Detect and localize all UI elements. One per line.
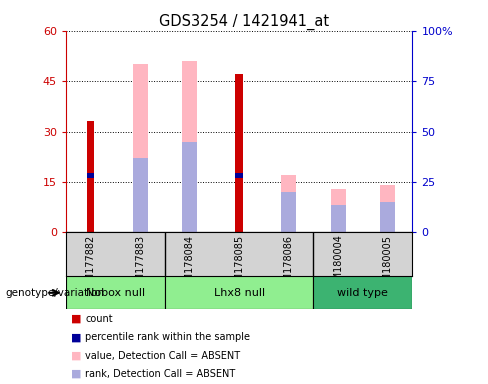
Text: GSM178086: GSM178086 xyxy=(284,235,294,293)
Bar xyxy=(380,202,395,232)
Bar xyxy=(87,121,94,232)
Bar xyxy=(235,173,243,178)
Text: wild type: wild type xyxy=(337,288,388,298)
FancyBboxPatch shape xyxy=(66,276,165,309)
Bar xyxy=(331,205,346,232)
Bar xyxy=(235,74,243,232)
Text: Nobox null: Nobox null xyxy=(86,288,145,298)
FancyBboxPatch shape xyxy=(165,276,313,309)
Text: ■: ■ xyxy=(71,369,81,379)
Text: Lhx8 null: Lhx8 null xyxy=(214,288,264,298)
Text: GSM177882: GSM177882 xyxy=(85,235,96,294)
Text: ■: ■ xyxy=(71,332,81,342)
Text: GDS3254 / 1421941_at: GDS3254 / 1421941_at xyxy=(159,13,329,30)
Bar xyxy=(87,173,94,178)
FancyBboxPatch shape xyxy=(313,276,412,309)
Text: value, Detection Call = ABSENT: value, Detection Call = ABSENT xyxy=(85,351,241,361)
Bar xyxy=(133,158,147,232)
Bar xyxy=(380,185,395,232)
Text: genotype/variation: genotype/variation xyxy=(5,288,104,298)
Bar xyxy=(331,189,346,232)
Bar xyxy=(281,175,296,232)
Text: ■: ■ xyxy=(71,351,81,361)
Bar xyxy=(182,142,197,232)
Text: percentile rank within the sample: percentile rank within the sample xyxy=(85,332,250,342)
Text: rank, Detection Call = ABSENT: rank, Detection Call = ABSENT xyxy=(85,369,236,379)
Text: GSM178084: GSM178084 xyxy=(184,235,195,293)
Text: GSM180004: GSM180004 xyxy=(333,235,343,293)
Text: ■: ■ xyxy=(71,314,81,324)
Text: GSM177883: GSM177883 xyxy=(135,235,145,294)
Text: GSM178085: GSM178085 xyxy=(234,235,244,294)
Text: count: count xyxy=(85,314,113,324)
Bar xyxy=(281,192,296,232)
Text: GSM180005: GSM180005 xyxy=(383,235,393,293)
Bar xyxy=(133,64,147,232)
Bar xyxy=(182,61,197,232)
